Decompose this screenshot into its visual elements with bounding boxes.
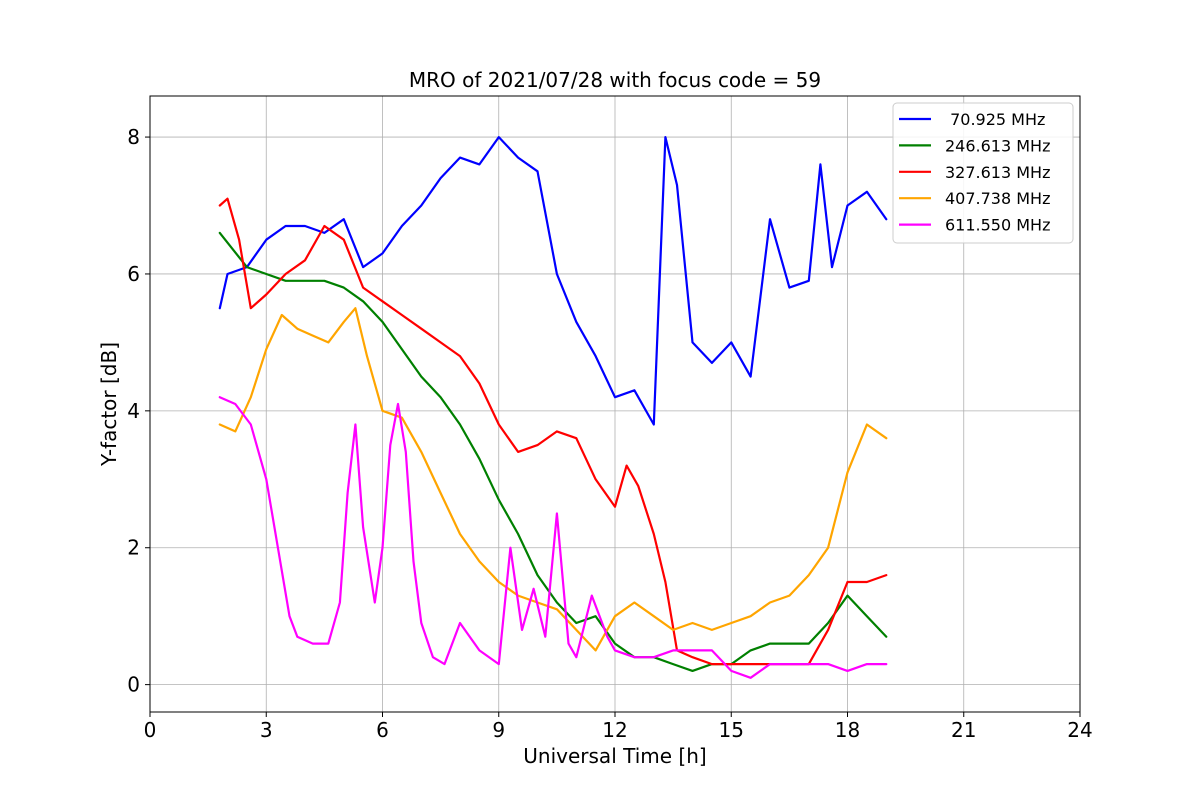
legend-label: 327.613 MHz — [945, 163, 1050, 182]
y-tick-label: 0 — [127, 673, 140, 697]
legend-label: 246.613 MHz — [945, 136, 1050, 155]
legend: 70.925 MHz 246.613 MHz 327.613 MHz 407.738 … — [892, 102, 1074, 244]
x-axis-label: Universal Time [h] — [523, 744, 706, 768]
y-tick-label: 2 — [127, 536, 140, 560]
x-tick-label: 12 — [602, 718, 627, 742]
series-layer — [218, 136, 888, 679]
series-line-0 — [218, 136, 888, 426]
x-tick-label: 9 — [492, 718, 505, 742]
legend-box — [892, 102, 1074, 244]
legend-label: 70.925 MHz — [945, 110, 1045, 129]
x-tick-label: 18 — [835, 718, 860, 742]
y-axis-label: Y-factor [dB] — [97, 342, 121, 467]
x-tick-label: 24 — [1067, 718, 1092, 742]
x-tick-label: 15 — [719, 718, 744, 742]
series-line-2 — [218, 197, 888, 666]
series-line-1 — [218, 231, 888, 673]
series-line-4 — [218, 396, 888, 679]
x-tick-label: 3 — [260, 718, 273, 742]
y-tick-label: 6 — [127, 262, 140, 286]
x-tick-label: 0 — [144, 718, 157, 742]
y-tick-label: 8 — [127, 125, 140, 149]
x-tick-label: 21 — [951, 718, 976, 742]
legend-label: 611.550 MHz — [945, 216, 1050, 235]
legend-label: 407.738 MHz — [945, 189, 1050, 208]
y-tick-label: 4 — [127, 399, 140, 423]
series-line-3 — [218, 307, 888, 652]
chart-title: MRO of 2021/07/28 with focus code = 59 — [409, 68, 821, 92]
x-tick-label: 6 — [376, 718, 389, 742]
